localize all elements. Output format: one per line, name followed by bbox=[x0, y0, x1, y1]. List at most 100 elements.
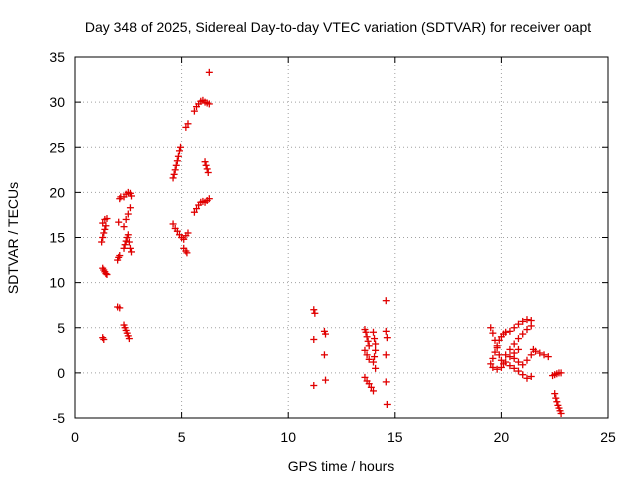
data-point bbox=[122, 237, 130, 245]
data-point bbox=[527, 372, 535, 380]
y-tick-label: 25 bbox=[49, 139, 65, 155]
data-point bbox=[363, 351, 371, 359]
data-point bbox=[382, 351, 390, 359]
data-point bbox=[489, 354, 497, 362]
data-point bbox=[183, 249, 191, 257]
x-tick-label: 20 bbox=[494, 429, 510, 445]
data-point bbox=[506, 362, 514, 370]
data-point bbox=[363, 333, 371, 341]
data-point bbox=[124, 210, 132, 218]
data-point bbox=[203, 165, 211, 173]
y-tick-label: 15 bbox=[49, 230, 65, 246]
data-point bbox=[322, 376, 330, 384]
data-point bbox=[523, 316, 531, 324]
data-point bbox=[502, 358, 510, 366]
data-point bbox=[116, 304, 124, 312]
data-point bbox=[311, 309, 319, 317]
data-point bbox=[497, 363, 505, 371]
y-tick-label: 0 bbox=[57, 365, 65, 381]
data-point bbox=[120, 223, 128, 231]
data-point bbox=[190, 208, 198, 216]
data-point bbox=[502, 328, 510, 336]
data-point bbox=[519, 361, 527, 369]
data-point bbox=[125, 238, 133, 246]
data-point bbox=[180, 235, 188, 243]
data-point bbox=[489, 363, 497, 371]
x-tick-label: 5 bbox=[178, 429, 186, 445]
data-point bbox=[493, 365, 501, 373]
data-point bbox=[175, 147, 183, 155]
data-point bbox=[514, 320, 522, 328]
data-point bbox=[170, 170, 178, 178]
data-point bbox=[169, 220, 177, 228]
data-point bbox=[173, 227, 181, 235]
data-point bbox=[519, 371, 527, 379]
data-point bbox=[510, 340, 518, 348]
data-point bbox=[510, 354, 518, 362]
data-point bbox=[320, 351, 328, 359]
data-point bbox=[523, 374, 531, 382]
data-point bbox=[124, 231, 132, 239]
data-point bbox=[506, 353, 514, 361]
data-point bbox=[177, 143, 185, 151]
data-point bbox=[369, 387, 377, 395]
data-point bbox=[173, 157, 181, 165]
data-point bbox=[514, 345, 522, 353]
data-point bbox=[557, 369, 565, 377]
data-point bbox=[551, 390, 559, 398]
data-point bbox=[122, 215, 130, 223]
data-point bbox=[120, 244, 128, 252]
axis-ticks: 0 5 10 15 20 25 -5 0 5 10 15 20 25 30 35 bbox=[49, 49, 616, 445]
data-point bbox=[190, 107, 198, 115]
data-point bbox=[102, 270, 110, 278]
data-point bbox=[174, 152, 182, 160]
data-point bbox=[361, 373, 369, 381]
data-point bbox=[100, 229, 108, 237]
data-point bbox=[493, 342, 501, 350]
plot-frame bbox=[74, 56, 609, 419]
x-tick-label: 0 bbox=[71, 429, 79, 445]
data-point bbox=[371, 353, 379, 361]
data-point bbox=[369, 358, 377, 366]
data-point bbox=[125, 335, 133, 343]
data-point bbox=[495, 351, 503, 359]
data-point bbox=[126, 204, 134, 212]
data-point bbox=[362, 328, 370, 336]
data-point bbox=[365, 342, 373, 350]
x-tick-label: 10 bbox=[280, 429, 296, 445]
data-points bbox=[98, 68, 565, 417]
data-point bbox=[127, 192, 135, 200]
data-point bbox=[204, 169, 212, 177]
data-point bbox=[98, 238, 106, 246]
data-point bbox=[495, 336, 503, 344]
y-tick-label: 35 bbox=[49, 49, 65, 65]
data-point bbox=[99, 219, 107, 227]
data-point bbox=[126, 244, 134, 252]
data-point bbox=[502, 351, 510, 359]
data-point bbox=[487, 360, 495, 368]
data-point bbox=[506, 345, 514, 353]
y-tick-label: 5 bbox=[57, 320, 65, 336]
data-point bbox=[103, 215, 111, 223]
data-point bbox=[489, 329, 497, 337]
data-point bbox=[103, 271, 111, 279]
y-tick-label: -5 bbox=[53, 410, 66, 426]
data-point bbox=[184, 229, 192, 237]
data-point bbox=[544, 353, 552, 361]
data-point bbox=[510, 324, 518, 332]
data-point bbox=[383, 334, 391, 342]
data-point bbox=[491, 348, 499, 356]
data-point bbox=[205, 100, 213, 108]
data-point bbox=[364, 337, 372, 345]
data-point bbox=[127, 248, 135, 256]
grid bbox=[75, 57, 608, 418]
y-tick-label: 10 bbox=[49, 275, 65, 291]
data-point bbox=[536, 349, 544, 357]
data-point bbox=[121, 241, 129, 249]
data-point bbox=[116, 252, 124, 260]
x-tick-label: 25 bbox=[600, 429, 616, 445]
data-point bbox=[523, 326, 531, 334]
x-axis-label: GPS time / hours bbox=[288, 458, 395, 474]
data-point bbox=[527, 351, 535, 359]
data-point bbox=[361, 346, 369, 354]
